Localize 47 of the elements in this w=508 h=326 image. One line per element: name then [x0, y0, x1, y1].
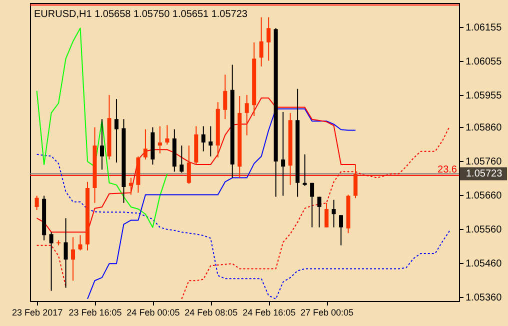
y-tick-label: 1.05860 — [466, 122, 502, 134]
candlestick — [64, 218, 68, 288]
x-tick-label: 27 Feb 00:05 — [300, 308, 354, 318]
candlestick — [165, 124, 170, 146]
y-tick-label: 1.06155 — [466, 22, 502, 34]
candlestick — [317, 196, 322, 228]
candlestick — [71, 236, 76, 282]
y-tick-label: 1.05360 — [466, 292, 502, 304]
candlestick — [259, 16, 264, 67]
candlestick — [158, 126, 162, 154]
annotation: 23.6 — [438, 164, 458, 176]
ref-line-label: 1.05723 — [466, 168, 503, 180]
x-tick-label: 23 Feb 16:05 — [68, 308, 122, 318]
candlestick — [353, 164, 358, 199]
candlestick — [114, 98, 118, 164]
y-tick-label: 1.06055 — [466, 56, 502, 68]
candlestick — [332, 199, 336, 228]
candlestick — [302, 154, 307, 186]
candlestick — [310, 182, 314, 228]
candlestick — [180, 145, 184, 174]
candlestick — [128, 177, 133, 196]
candlestick — [208, 126, 213, 157]
candlestick — [324, 202, 329, 228]
candlestick — [281, 111, 286, 196]
candlestick — [56, 240, 61, 246]
candlestick — [266, 16, 271, 62]
x-tick-label: 24 Feb 08:05 — [184, 308, 238, 318]
candlestick — [100, 118, 104, 170]
text: EURUSD,H1 1.05658 1.05750 1.05651 1.05723 — [34, 9, 248, 20]
candlestick — [201, 126, 206, 152]
candlestick — [223, 74, 228, 120]
y-tick-label: 1.05955 — [466, 90, 502, 102]
candlestick — [78, 234, 82, 251]
x-tick-label: 24 Feb 00:05 — [126, 308, 180, 318]
candlestick — [339, 214, 344, 246]
y-tick-label: 1.05560 — [466, 224, 502, 236]
line-series — [36, 28, 168, 228]
y-tick-label: 1.05760 — [466, 156, 502, 168]
candlestick — [49, 232, 54, 292]
y-tick-label: 1.05660 — [466, 190, 502, 202]
x-tick-label: 23 Feb 2017 — [12, 308, 63, 318]
candlestick — [34, 195, 39, 211]
candlestick — [143, 128, 148, 160]
candlestick — [244, 94, 249, 136]
x-tick-label: 24 Feb 16:05 — [242, 308, 296, 318]
candlestick — [186, 145, 191, 184]
y-tick-label: 1.05460 — [466, 258, 502, 270]
